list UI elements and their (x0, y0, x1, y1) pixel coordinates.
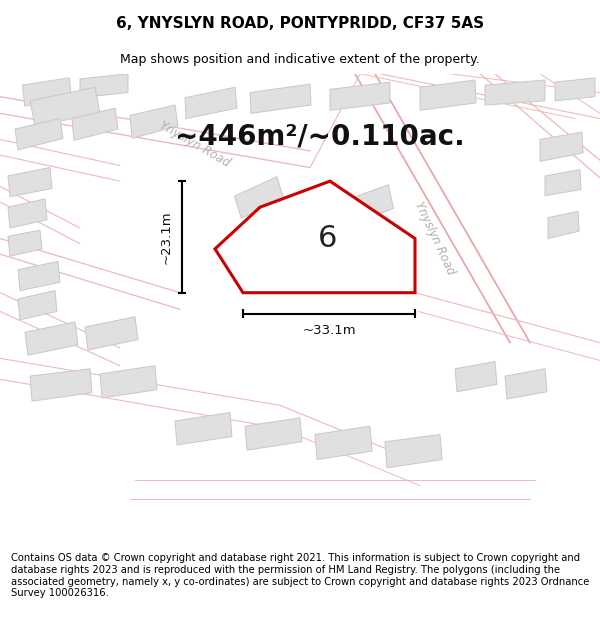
Polygon shape (8, 230, 42, 256)
Polygon shape (72, 108, 118, 141)
Polygon shape (250, 84, 311, 113)
Polygon shape (8, 199, 47, 228)
Polygon shape (18, 261, 60, 291)
Text: Ynyslyn Road: Ynyslyn Road (157, 119, 233, 170)
Polygon shape (185, 88, 237, 119)
Polygon shape (455, 361, 497, 392)
Polygon shape (15, 119, 63, 150)
Text: ~446m²/~0.110ac.: ~446m²/~0.110ac. (175, 122, 465, 150)
Text: 6: 6 (319, 224, 338, 253)
Polygon shape (245, 418, 302, 450)
Polygon shape (555, 78, 595, 101)
Polygon shape (30, 369, 92, 401)
Polygon shape (274, 194, 320, 233)
Polygon shape (30, 88, 100, 126)
Polygon shape (235, 177, 284, 218)
Polygon shape (545, 169, 581, 196)
Polygon shape (349, 185, 394, 224)
Polygon shape (85, 317, 138, 350)
Polygon shape (540, 132, 583, 161)
Text: ~33.1m: ~33.1m (302, 324, 356, 337)
Polygon shape (385, 434, 442, 468)
Polygon shape (548, 211, 579, 239)
Polygon shape (215, 181, 415, 292)
Polygon shape (80, 74, 128, 98)
Polygon shape (485, 80, 545, 105)
Polygon shape (420, 80, 476, 110)
Polygon shape (315, 426, 372, 459)
Polygon shape (25, 322, 78, 355)
Text: ~23.1m: ~23.1m (160, 210, 173, 264)
Polygon shape (18, 291, 57, 320)
Text: Contains OS data © Crown copyright and database right 2021. This information is : Contains OS data © Crown copyright and d… (11, 553, 589, 598)
Polygon shape (330, 82, 390, 110)
Text: 6, YNYSLYN ROAD, PONTYPRIDD, CF37 5AS: 6, YNYSLYN ROAD, PONTYPRIDD, CF37 5AS (116, 16, 484, 31)
Polygon shape (23, 78, 71, 106)
Polygon shape (505, 369, 547, 399)
Polygon shape (130, 105, 178, 138)
Text: Map shows position and indicative extent of the property.: Map shows position and indicative extent… (120, 52, 480, 66)
Polygon shape (175, 412, 232, 445)
Polygon shape (100, 366, 157, 398)
Text: Ynyslyn Road: Ynyslyn Road (412, 200, 458, 278)
Polygon shape (8, 168, 52, 197)
